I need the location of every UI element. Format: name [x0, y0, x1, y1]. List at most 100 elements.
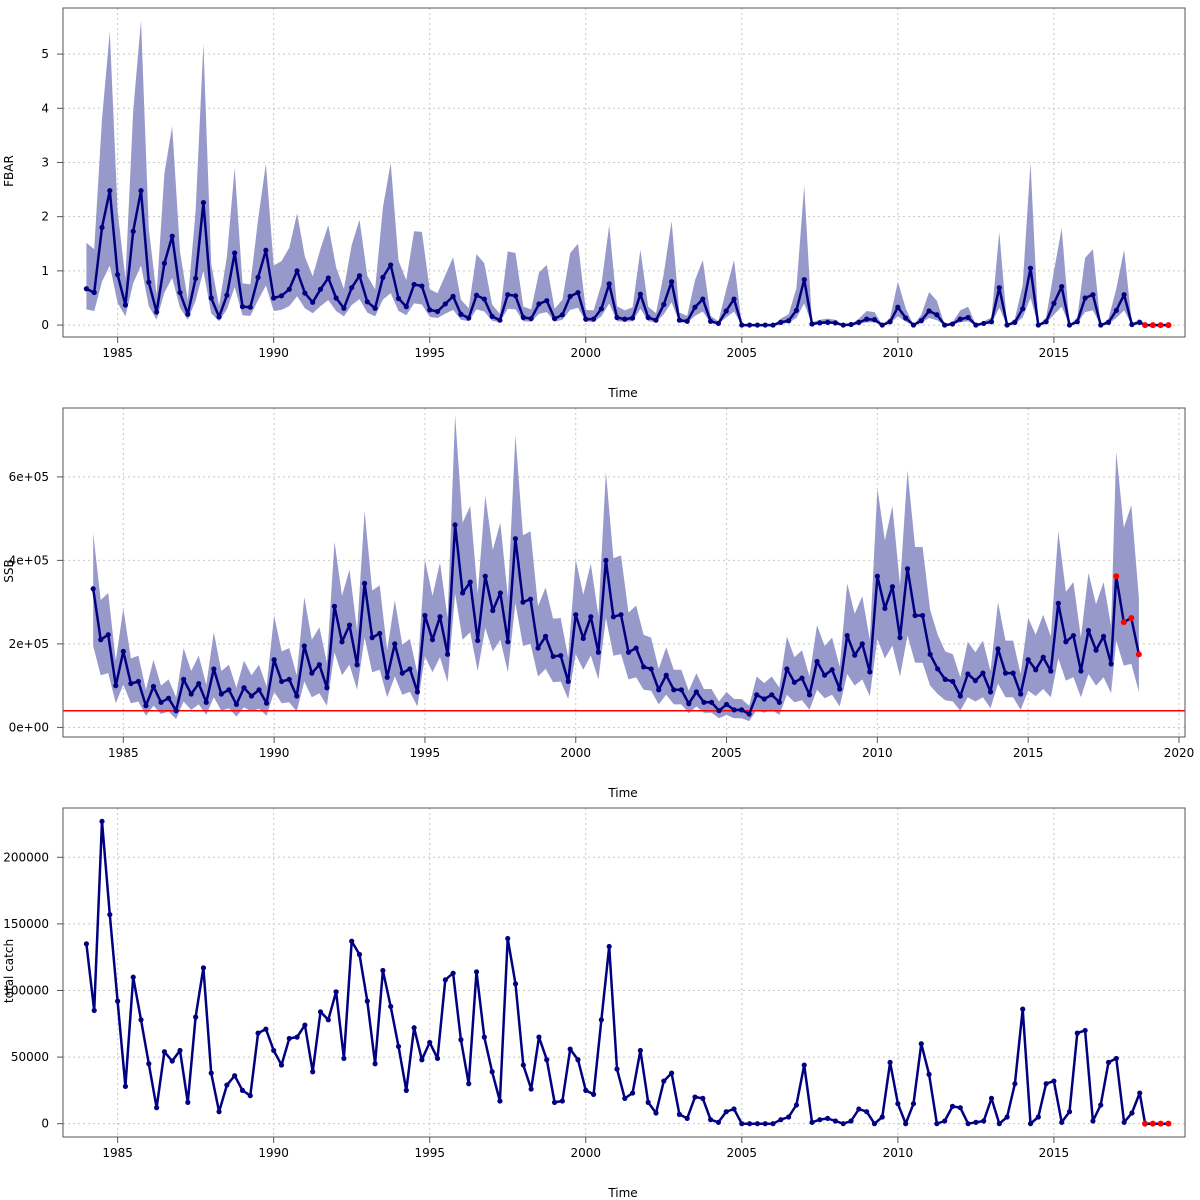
catch-data-point	[739, 1121, 745, 1127]
ssb-data-point	[1048, 668, 1054, 674]
ssb-data-point	[467, 579, 473, 585]
ssb-x-tick-label: 1985	[108, 746, 139, 760]
fbar-data-point	[668, 279, 675, 285]
catch-data-point	[1129, 1110, 1135, 1116]
catch-data-point	[505, 935, 511, 942]
catch-data-point	[372, 1061, 378, 1067]
catch-data-point	[864, 1109, 870, 1115]
fbar-data-point	[185, 311, 191, 317]
ssb-data-point	[776, 699, 782, 705]
fbar-data-point	[232, 250, 238, 256]
catch-data-point	[1020, 1006, 1026, 1012]
ssb-data-point	[362, 580, 368, 586]
catch-projection-point	[1142, 1120, 1149, 1127]
ssb-data-point	[663, 672, 669, 678]
ssb-projection-point	[1113, 573, 1120, 580]
fbar-data-point	[1035, 322, 1041, 328]
fbar-plot-frame	[62, 7, 1186, 338]
fbar-data-point	[83, 286, 90, 292]
fbar-data-point	[622, 316, 628, 322]
catch-x-tick-label: 2005	[727, 1146, 758, 1160]
fbar-data-point	[1051, 300, 1057, 306]
fbar-data-point	[489, 313, 495, 320]
ssb-data-point	[1070, 632, 1077, 639]
catch-data-point	[1051, 1078, 1057, 1084]
ssb-data-point	[671, 687, 677, 693]
catch-data-point	[903, 1121, 909, 1127]
ssb-data-point	[927, 651, 933, 657]
ssb-data-point	[904, 566, 911, 572]
fbar-data-point	[614, 314, 620, 321]
fbar-data-point	[879, 322, 885, 328]
ssb-data-point	[957, 693, 963, 699]
ssb-data-point	[731, 707, 737, 713]
fbar-data-point	[973, 322, 979, 328]
catch-data-point	[871, 1121, 878, 1127]
fbar-data-point	[754, 322, 761, 328]
ssb-data-point	[309, 670, 315, 676]
catch-data-point	[949, 1103, 956, 1109]
ssb-data-point	[625, 649, 632, 655]
ssb-data-point	[573, 612, 579, 618]
catch-data-point	[403, 1087, 409, 1093]
ssb-data-point	[648, 666, 654, 672]
catch-y-tick-label: 100000	[3, 983, 49, 997]
ssb-data-point	[693, 689, 699, 695]
catch-data-point	[185, 1099, 191, 1105]
catch-data-point	[286, 1035, 292, 1042]
fbar-data-point	[239, 304, 246, 310]
catch-data-point	[224, 1082, 230, 1088]
ssb-data-point	[595, 649, 601, 655]
catch-data-point	[1098, 1102, 1104, 1108]
ssb-data-point	[603, 557, 609, 563]
catch-data-point	[809, 1119, 815, 1125]
catch-data-point	[934, 1121, 940, 1127]
fbar-data-point	[481, 296, 487, 302]
catch-data-point	[715, 1119, 722, 1125]
ssb-data-point	[490, 607, 496, 614]
catch-data-point	[1121, 1119, 1127, 1125]
fbar-data-point	[809, 321, 815, 327]
fbar-data-point	[536, 301, 542, 307]
ssb-x-tick-label: 2010	[862, 746, 893, 760]
ssb-data-point	[1040, 654, 1046, 660]
total-catch-panel: 1985 1990 1995 2000 2005 2010 2015 0 50000 100000…	[2, 807, 1186, 1200]
ssb-data-point	[874, 573, 880, 579]
ssb-data-point	[919, 612, 926, 619]
fbar-data-point	[505, 292, 511, 298]
catch-data-point	[856, 1106, 862, 1112]
catch-data-point	[200, 965, 207, 971]
catch-data-point	[551, 1099, 558, 1105]
catch-data-point	[887, 1059, 893, 1066]
fbar-data-point	[1027, 265, 1034, 271]
fbar-data-point	[442, 301, 448, 307]
fbar-data-point	[91, 289, 97, 296]
catch-data-point	[419, 1057, 425, 1063]
fbar-data-point	[1090, 292, 1096, 298]
catch-data-point	[668, 1070, 675, 1076]
catch-data-point	[232, 1073, 238, 1079]
fbar-data-point	[965, 314, 971, 321]
catch-data-point	[926, 1071, 932, 1077]
catch-data-point	[786, 1114, 792, 1120]
fbar-data-point	[520, 314, 526, 321]
fbar-data-point	[349, 285, 355, 291]
ssb-data-point	[105, 632, 111, 638]
ssb-data-point	[482, 573, 488, 579]
catch-data-point	[653, 1110, 659, 1116]
catch-x-axis-title: Time	[607, 1186, 637, 1200]
ssb-data-point	[882, 605, 888, 612]
ssb-data-point	[942, 676, 948, 682]
catch-data-point	[676, 1111, 682, 1117]
fbar-data-point	[372, 305, 378, 311]
fbar-x-tick-label: 1990	[258, 346, 289, 360]
fbar-data-point	[637, 291, 643, 297]
fbar-data-point	[325, 275, 331, 281]
ssb-data-point	[135, 678, 142, 685]
ssb-x-tick-label: 2015	[1013, 746, 1044, 760]
ssb-data-point	[980, 670, 986, 676]
fbar-data-point	[122, 302, 129, 308]
fbar-data-point	[450, 293, 456, 299]
catch-data-point	[1137, 1090, 1143, 1096]
catch-data-point	[590, 1091, 597, 1097]
